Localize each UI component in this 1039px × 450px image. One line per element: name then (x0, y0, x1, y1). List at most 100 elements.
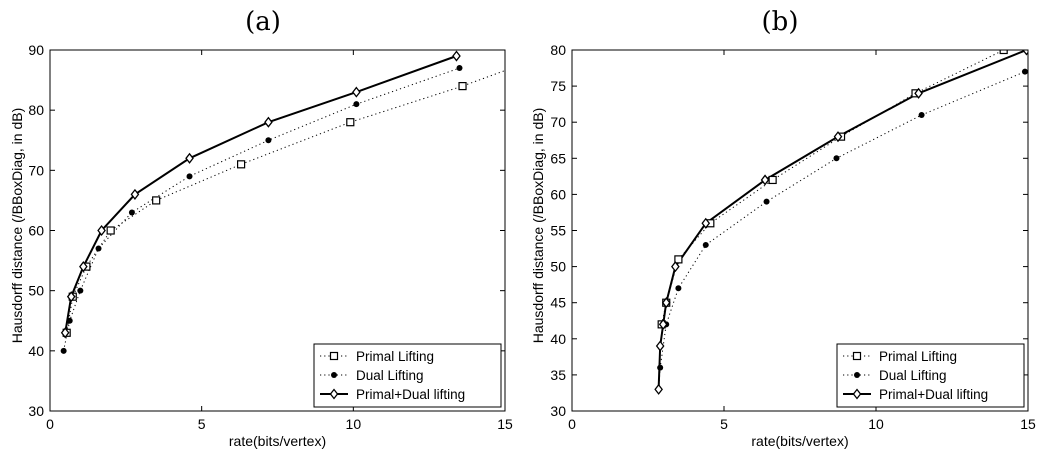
data-point (833, 131, 843, 143)
y-tick-label: 60 (28, 223, 44, 239)
data-point (456, 65, 463, 72)
y-tick-label: 90 (28, 42, 44, 58)
legend-label: Dual Lifting (356, 368, 424, 383)
data-point (671, 261, 680, 273)
legend-marker (854, 372, 860, 378)
data-point (97, 224, 106, 237)
x-tick-label: 0 (46, 416, 54, 432)
x-tick-label: 15 (497, 416, 513, 432)
x-axis-label: rate(bits/vertex) (229, 433, 326, 449)
data-point (264, 116, 273, 128)
data-point (77, 287, 84, 294)
data-point (95, 245, 102, 252)
data-point (914, 87, 923, 99)
y-tick-label: 50 (550, 259, 566, 275)
data-point (152, 196, 161, 205)
x-tick-label: 10 (346, 416, 362, 432)
y-tick-label: 80 (550, 42, 566, 58)
y-tick-label: 55 (550, 223, 566, 239)
data-point (66, 291, 76, 303)
data-point (106, 226, 115, 235)
x-tick-label: 5 (720, 416, 728, 432)
x-tick-label: 5 (198, 416, 206, 432)
x-tick-label: 0 (568, 416, 576, 432)
data-point (79, 261, 88, 273)
data-point (768, 175, 777, 185)
x-tick-label: 10 (868, 416, 884, 432)
data-point (265, 137, 272, 144)
y-axis-label: Hausdorff distance (/BBoxDiag, in dB) (530, 108, 546, 344)
legend-label: Primal Lifting (356, 349, 434, 364)
series-line-2 (64, 55, 457, 333)
legend-marker (331, 372, 337, 378)
data-point (352, 86, 361, 98)
data-point (346, 118, 355, 127)
data-point (701, 217, 711, 229)
data-point (661, 297, 671, 309)
plot-area (60, 50, 505, 354)
legend: Primal Lifting Dual Lifting Primal+Dual li… (313, 343, 502, 408)
y-axis-label: Hausdorff distance (/BBoxDiag, in dB) (9, 108, 25, 344)
data-point (702, 241, 709, 248)
data-point (66, 317, 73, 324)
y-tick-label: 30 (28, 403, 44, 419)
series-line-1 (658, 71, 1026, 390)
panel-title: (a) (245, 7, 281, 37)
data-point (353, 101, 360, 108)
series-line-0 (661, 50, 1004, 325)
legend-label: Primal+Dual lifting (356, 387, 465, 402)
data-point (60, 347, 67, 354)
legend: Primal Lifting Dual Lifting Primal+Dual li… (836, 343, 1025, 408)
series-line-1 (63, 67, 460, 351)
data-point (186, 173, 193, 180)
legend-marker (329, 388, 339, 400)
y-tick-label: 40 (550, 331, 566, 347)
data-point (658, 318, 668, 330)
legend-marker (329, 351, 339, 361)
data-point (655, 340, 665, 352)
y-tick-label: 30 (550, 403, 566, 419)
legend-marker (852, 351, 862, 361)
legend-label: Primal Lifting (879, 349, 957, 364)
data-point (999, 50, 1008, 55)
data-point (763, 198, 770, 205)
y-tick-label: 70 (550, 114, 566, 130)
data-point (130, 188, 140, 200)
y-tick-label: 75 (550, 78, 566, 94)
data-point (458, 81, 467, 91)
plot-area (654, 50, 1028, 395)
y-tick-label: 60 (550, 186, 566, 202)
series-line-2 (657, 50, 1027, 390)
data-point (237, 160, 246, 169)
y-tick-label: 35 (550, 367, 566, 383)
data-point (833, 155, 840, 162)
panel-title: (b) (762, 7, 799, 37)
data-point (760, 174, 770, 186)
legend-label: Dual Lifting (879, 368, 947, 383)
data-point (1022, 50, 1028, 56)
x-tick-label: 15 (1020, 416, 1036, 432)
y-tick-label: 45 (550, 295, 566, 311)
legend-box (313, 343, 502, 408)
data-point (1021, 68, 1028, 75)
y-tick-label: 70 (28, 162, 44, 178)
legend-label: Primal+Dual lifting (879, 387, 988, 402)
data-point (675, 285, 682, 292)
data-point (657, 364, 664, 371)
data-point (60, 327, 70, 339)
y-tick-label: 50 (28, 283, 44, 299)
data-point (654, 383, 663, 395)
legend-box (836, 343, 1025, 408)
x-axis-label: rate(bits/vertex) (751, 433, 848, 449)
y-tick-label: 80 (28, 102, 44, 118)
data-point (185, 152, 194, 164)
data-point (452, 50, 461, 62)
data-point (128, 209, 135, 216)
legend-marker (852, 388, 862, 400)
data-point (918, 111, 925, 118)
panel-a: (a) 0 5 10 15 30 40 50 60 70 80 90 rate(bits/vertex)… (9, 7, 513, 449)
y-tick-label: 40 (28, 343, 44, 359)
panel-b: (b) 0 5 10 15 30 35 40 45 50 55 60 65 70 75 80 rate(bits… (530, 7, 1036, 449)
y-tick-label: 65 (550, 150, 566, 166)
